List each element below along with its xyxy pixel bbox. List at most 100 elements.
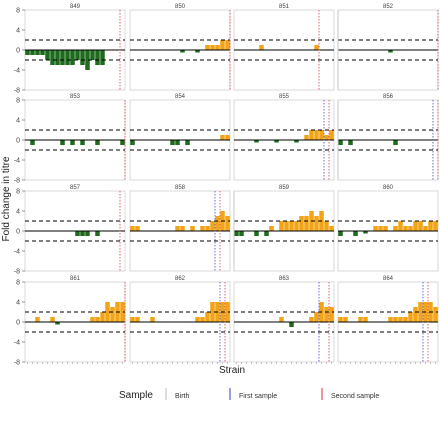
bar [150, 317, 155, 322]
bar [100, 50, 105, 65]
y-tick-label: -8 [14, 269, 20, 276]
bar [433, 307, 438, 322]
y-axis-label: Fold change in titre [1, 156, 12, 241]
panel-title: 849 [70, 4, 81, 10]
bar [45, 50, 50, 60]
bar [383, 226, 388, 231]
bar [279, 317, 284, 322]
bar [80, 140, 85, 145]
bar [185, 140, 190, 145]
bar [338, 231, 343, 236]
bar [90, 50, 95, 60]
bar [75, 50, 80, 60]
bar [215, 45, 220, 50]
y-tick-label: -8 [14, 178, 20, 185]
bar [294, 221, 299, 231]
bar [274, 140, 279, 143]
bar [220, 135, 225, 140]
bar [309, 130, 314, 140]
panel-title: 852 [383, 4, 394, 10]
bar [75, 231, 80, 236]
bar [130, 226, 135, 231]
bar [110, 307, 115, 322]
bar [195, 317, 200, 322]
bar [205, 312, 210, 322]
panel-857: 857 8 4 0 -4 -8 [14, 185, 126, 276]
y-tick-label: -4 [14, 158, 20, 165]
bar [393, 140, 398, 145]
y-tick-label: 0 [16, 48, 20, 55]
bar [289, 322, 294, 327]
bar [388, 317, 393, 322]
panel-title: 854 [175, 94, 186, 100]
bar [314, 130, 319, 140]
bar [329, 226, 334, 231]
bar [428, 221, 433, 231]
bar [30, 50, 35, 55]
panel-title: 859 [279, 185, 290, 191]
bar [95, 50, 100, 65]
legend-entry-label: Second sample [331, 393, 379, 400]
bar [175, 140, 180, 145]
bar [324, 221, 329, 231]
bar [100, 312, 105, 322]
bar [403, 317, 408, 322]
legend-entry-label: First sample [239, 393, 277, 400]
y-tick-label: 4 [16, 118, 20, 125]
y-tick-label: 0 [16, 138, 20, 145]
bar [85, 231, 90, 236]
panel-title: 850 [175, 4, 186, 10]
panel-862: 862 [129, 276, 231, 364]
panel-title: 858 [175, 185, 186, 191]
bar [25, 50, 30, 55]
bar [35, 317, 40, 322]
bar [120, 140, 125, 145]
bar [329, 307, 334, 322]
bar [55, 50, 60, 65]
bar [433, 221, 438, 231]
bar [418, 302, 423, 322]
bar [215, 216, 220, 231]
bar [289, 221, 294, 231]
bar [60, 140, 65, 145]
y-tick-label: -8 [14, 88, 20, 95]
bar [65, 50, 70, 65]
panel-title: 855 [279, 94, 290, 100]
bar [135, 226, 140, 231]
y-tick-label: 8 [16, 8, 20, 15]
legend: Sample Birth First sample Second sample [119, 388, 379, 401]
bar [180, 50, 185, 53]
bar [338, 317, 343, 322]
bar [413, 307, 418, 322]
bar [363, 317, 368, 322]
bar [398, 221, 403, 231]
bar [50, 317, 55, 322]
panel-title: 853 [70, 94, 81, 100]
bar [284, 221, 289, 231]
y-tick-label: -4 [14, 249, 20, 256]
bar [120, 302, 125, 322]
bar [95, 317, 100, 322]
panel-title: 851 [279, 4, 290, 10]
bar [324, 135, 329, 140]
y-tick-label: -4 [14, 68, 20, 75]
bar [170, 140, 175, 145]
bar [200, 317, 205, 322]
bar [363, 231, 368, 234]
panel-849: 849 8 4 0 -4 -8 [14, 4, 126, 95]
bar [254, 140, 259, 143]
bar [210, 302, 215, 322]
bar [403, 226, 408, 231]
bar [294, 140, 299, 143]
panel-851: 851 [233, 4, 335, 91]
panel-title: 863 [279, 276, 290, 282]
bar [373, 226, 378, 231]
bar [314, 312, 319, 322]
bar [130, 317, 135, 322]
panel-864: 864 [337, 276, 439, 364]
y-tick-label: 0 [16, 229, 20, 236]
bar [40, 50, 45, 55]
y-tick-label: 8 [16, 189, 20, 196]
y-tick-label: 4 [16, 209, 20, 216]
